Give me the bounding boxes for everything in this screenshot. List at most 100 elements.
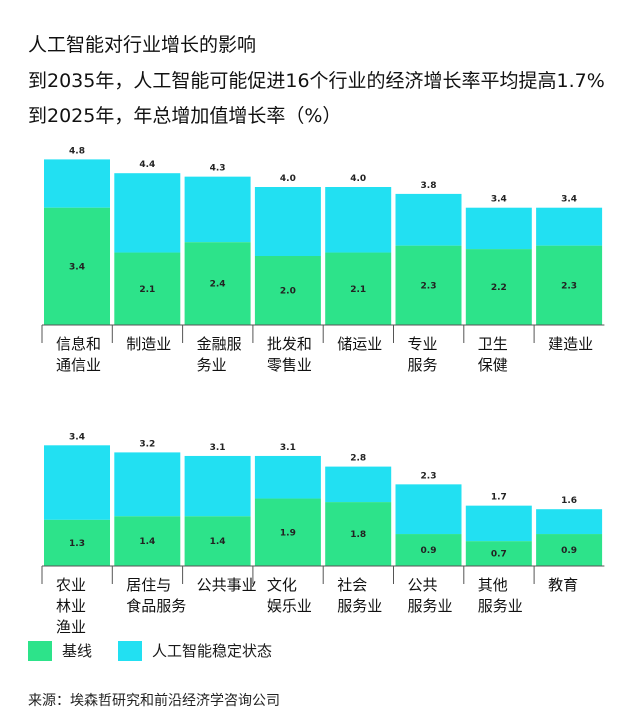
baseline-label-0-7: 2.3 — [561, 281, 577, 291]
category-label-1-1-1: 食品服务 — [126, 597, 186, 615]
bar-ai-0-7 — [536, 207, 603, 246]
legend-swatch-ai — [118, 640, 143, 661]
bar-ai-1-1 — [114, 452, 181, 517]
bar-baseline-0-4 — [325, 252, 392, 325]
baseline-label-1-5: 0.9 — [421, 546, 437, 556]
bar-ai-0-5 — [395, 193, 462, 246]
baseline-label-1-7: 0.9 — [561, 546, 577, 556]
total-label-1-4: 2.8 — [350, 454, 366, 464]
bar-ai-0-4 — [325, 187, 392, 253]
bar-ai-1-3 — [254, 455, 321, 499]
bar-baseline-0-0 — [44, 207, 110, 325]
total-label-1-1: 3.2 — [139, 439, 155, 449]
baseline-label-1-1: 1.4 — [139, 537, 155, 547]
baseline-label-0-3: 2.0 — [280, 287, 296, 297]
category-label-1-4-0: 社会 — [337, 576, 367, 594]
category-label-0-5-0: 专业 — [408, 335, 438, 353]
category-label-1-3-1: 娱乐业 — [267, 597, 312, 615]
bar-ai-0-6 — [465, 207, 532, 250]
legend-label-baseline: 基线 — [62, 642, 93, 660]
category-label-0-4-0: 储运业 — [337, 335, 382, 353]
total-label-1-0: 3.4 — [69, 432, 85, 442]
baseline-label-1-6: 0.7 — [491, 550, 507, 560]
bar-ai-1-2 — [184, 455, 251, 517]
category-label-1-6-0: 其他 — [478, 576, 508, 594]
bar-ai-0-2 — [184, 176, 251, 243]
bar-baseline-1-1 — [114, 516, 181, 566]
legend-item-ai: 人工智能稳定状态 — [118, 640, 272, 661]
baseline-label-1-3: 1.9 — [280, 528, 296, 538]
total-label-0-5: 3.8 — [421, 181, 437, 191]
bar-baseline-0-2 — [184, 242, 251, 325]
bar-baseline-0-3 — [254, 256, 321, 325]
total-label-0-2: 4.3 — [210, 164, 226, 174]
bar-baseline-1-5 — [395, 534, 462, 566]
chart-subtitle-1: 到2035年，人工智能可能促进16个行业的经济增长率平均提高1.7% — [28, 70, 605, 92]
category-label-0-3-0: 批发和 — [267, 335, 312, 353]
chart-title: 人工智能对行业增长的影响 — [28, 34, 257, 56]
category-label-0-2-0: 金融服 — [197, 335, 242, 353]
bar-baseline-1-7 — [536, 534, 603, 566]
total-label-0-0: 4.8 — [69, 146, 85, 156]
category-label-0-6-0: 卫生 — [478, 335, 508, 353]
baseline-label-0-5: 2.3 — [421, 281, 437, 291]
total-label-1-5: 2.3 — [421, 471, 437, 481]
category-label-1-7-0: 教育 — [548, 576, 578, 594]
total-label-0-6: 3.4 — [491, 195, 507, 205]
legend-item-baseline: 基线 — [28, 640, 92, 661]
category-label-1-2-0: 公共事业 — [197, 576, 257, 594]
category-label-1-5-0: 公共 — [408, 576, 438, 594]
category-label-0-6-1: 保健 — [478, 356, 508, 374]
baseline-label-1-4: 1.8 — [350, 530, 366, 540]
total-label-0-4: 4.0 — [350, 174, 366, 184]
bar-baseline-1-6 — [465, 541, 532, 566]
category-label-1-3-0: 文化 — [267, 576, 297, 594]
legend: 基线 人工智能稳定状态 — [28, 640, 298, 661]
bar-baseline-1-4 — [325, 502, 392, 566]
bar-ai-1-7 — [536, 509, 603, 535]
category-label-0-7-0: 建造业 — [548, 335, 593, 353]
bar-ai-1-6 — [465, 505, 532, 542]
bar-ai-1-4 — [325, 466, 392, 503]
category-label-1-0-2: 渔业 — [56, 618, 86, 636]
bar-ai-0-0 — [44, 159, 110, 208]
total-label-1-7: 1.6 — [561, 496, 577, 506]
category-label-0-3-1: 零售业 — [267, 356, 312, 374]
bar-baseline-0-5 — [395, 245, 462, 325]
category-label-1-4-1: 服务业 — [337, 597, 382, 615]
category-label-0-1-0: 制造业 — [126, 335, 171, 353]
baseline-label-1-0: 1.3 — [69, 539, 85, 549]
bar-baseline-0-1 — [114, 252, 181, 325]
category-label-0-2-1: 务业 — [197, 356, 227, 374]
bar-ai-1-0 — [44, 445, 110, 520]
total-label-0-1: 4.4 — [139, 160, 155, 170]
category-label-1-0-0: 农业 — [56, 576, 86, 594]
total-label-1-6: 1.7 — [491, 493, 507, 503]
baseline-label-0-6: 2.2 — [491, 283, 507, 293]
category-label-1-1-0: 居住与 — [126, 576, 171, 594]
legend-label-ai: 人工智能稳定状态 — [152, 642, 273, 660]
bar-baseline-1-2 — [184, 516, 251, 566]
source-note: 来源：埃森哲研究和前沿经济学咨询公司 — [28, 693, 280, 709]
baseline-label-0-0: 3.4 — [69, 262, 85, 272]
bar-ai-0-3 — [254, 187, 321, 256]
total-label-1-3: 3.1 — [280, 443, 296, 453]
bar-baseline-1-0 — [44, 519, 110, 566]
bar-baseline-0-6 — [465, 249, 532, 325]
category-label-1-0-1: 林业 — [56, 597, 86, 615]
baseline-label-1-2: 1.4 — [210, 537, 226, 547]
bar-baseline-1-3 — [254, 498, 321, 566]
bar-ai-0-1 — [114, 173, 181, 253]
total-label-1-2: 3.1 — [210, 443, 226, 453]
legend-swatch-baseline — [28, 640, 52, 661]
total-label-0-3: 4.0 — [280, 174, 296, 184]
baseline-label-0-2: 2.4 — [210, 280, 226, 290]
category-label-1-5-1: 服务业 — [408, 597, 453, 615]
baseline-label-0-1: 2.1 — [139, 285, 155, 295]
category-label-0-0-1: 通信业 — [56, 356, 101, 374]
bar-baseline-0-7 — [536, 245, 603, 325]
baseline-label-0-4: 2.1 — [350, 285, 366, 295]
category-label-0-5-1: 服务 — [408, 356, 438, 374]
bar-ai-1-5 — [395, 484, 462, 535]
